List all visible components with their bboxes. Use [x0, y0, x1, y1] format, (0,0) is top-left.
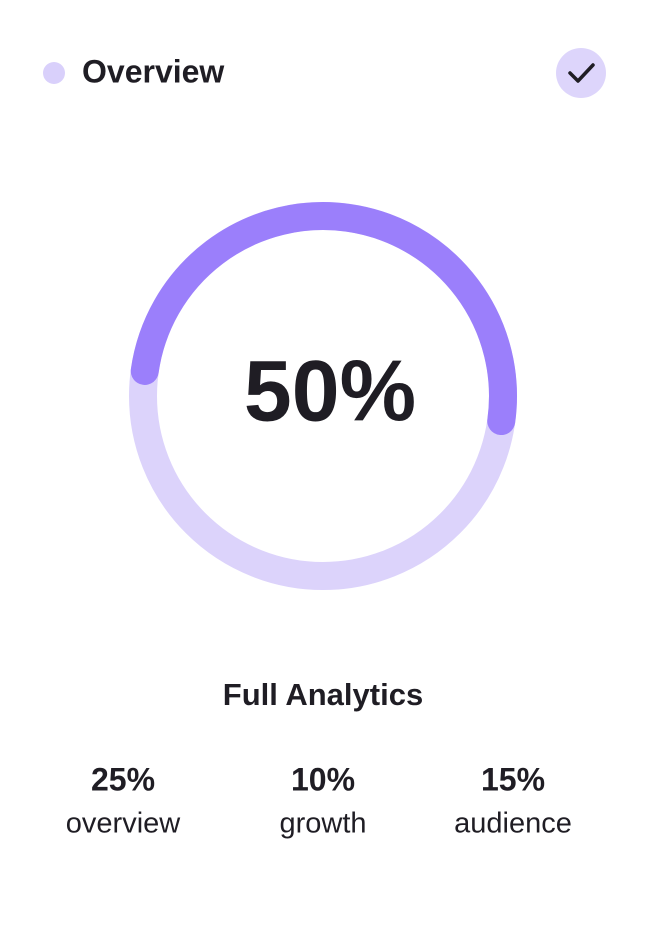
- progress-label: 50%: [244, 344, 416, 440]
- stat-label: audience: [454, 808, 572, 840]
- check-icon[interactable]: [568, 63, 595, 83]
- stat-label: growth: [279, 808, 366, 840]
- stat-value: 10%: [291, 761, 355, 797]
- stat-label: overview: [66, 808, 181, 840]
- progress-arc: [130, 202, 517, 436]
- stats: 25% overview 10% growth 15% audience: [66, 761, 572, 839]
- header-dot: [43, 62, 65, 84]
- header-title: Overview: [82, 53, 224, 89]
- section-title: Full Analytics: [223, 677, 423, 712]
- check-background[interactable]: [556, 48, 606, 98]
- check-button[interactable]: [556, 48, 606, 98]
- stat-value: 25%: [91, 761, 155, 797]
- stat-value: 15%: [481, 761, 545, 797]
